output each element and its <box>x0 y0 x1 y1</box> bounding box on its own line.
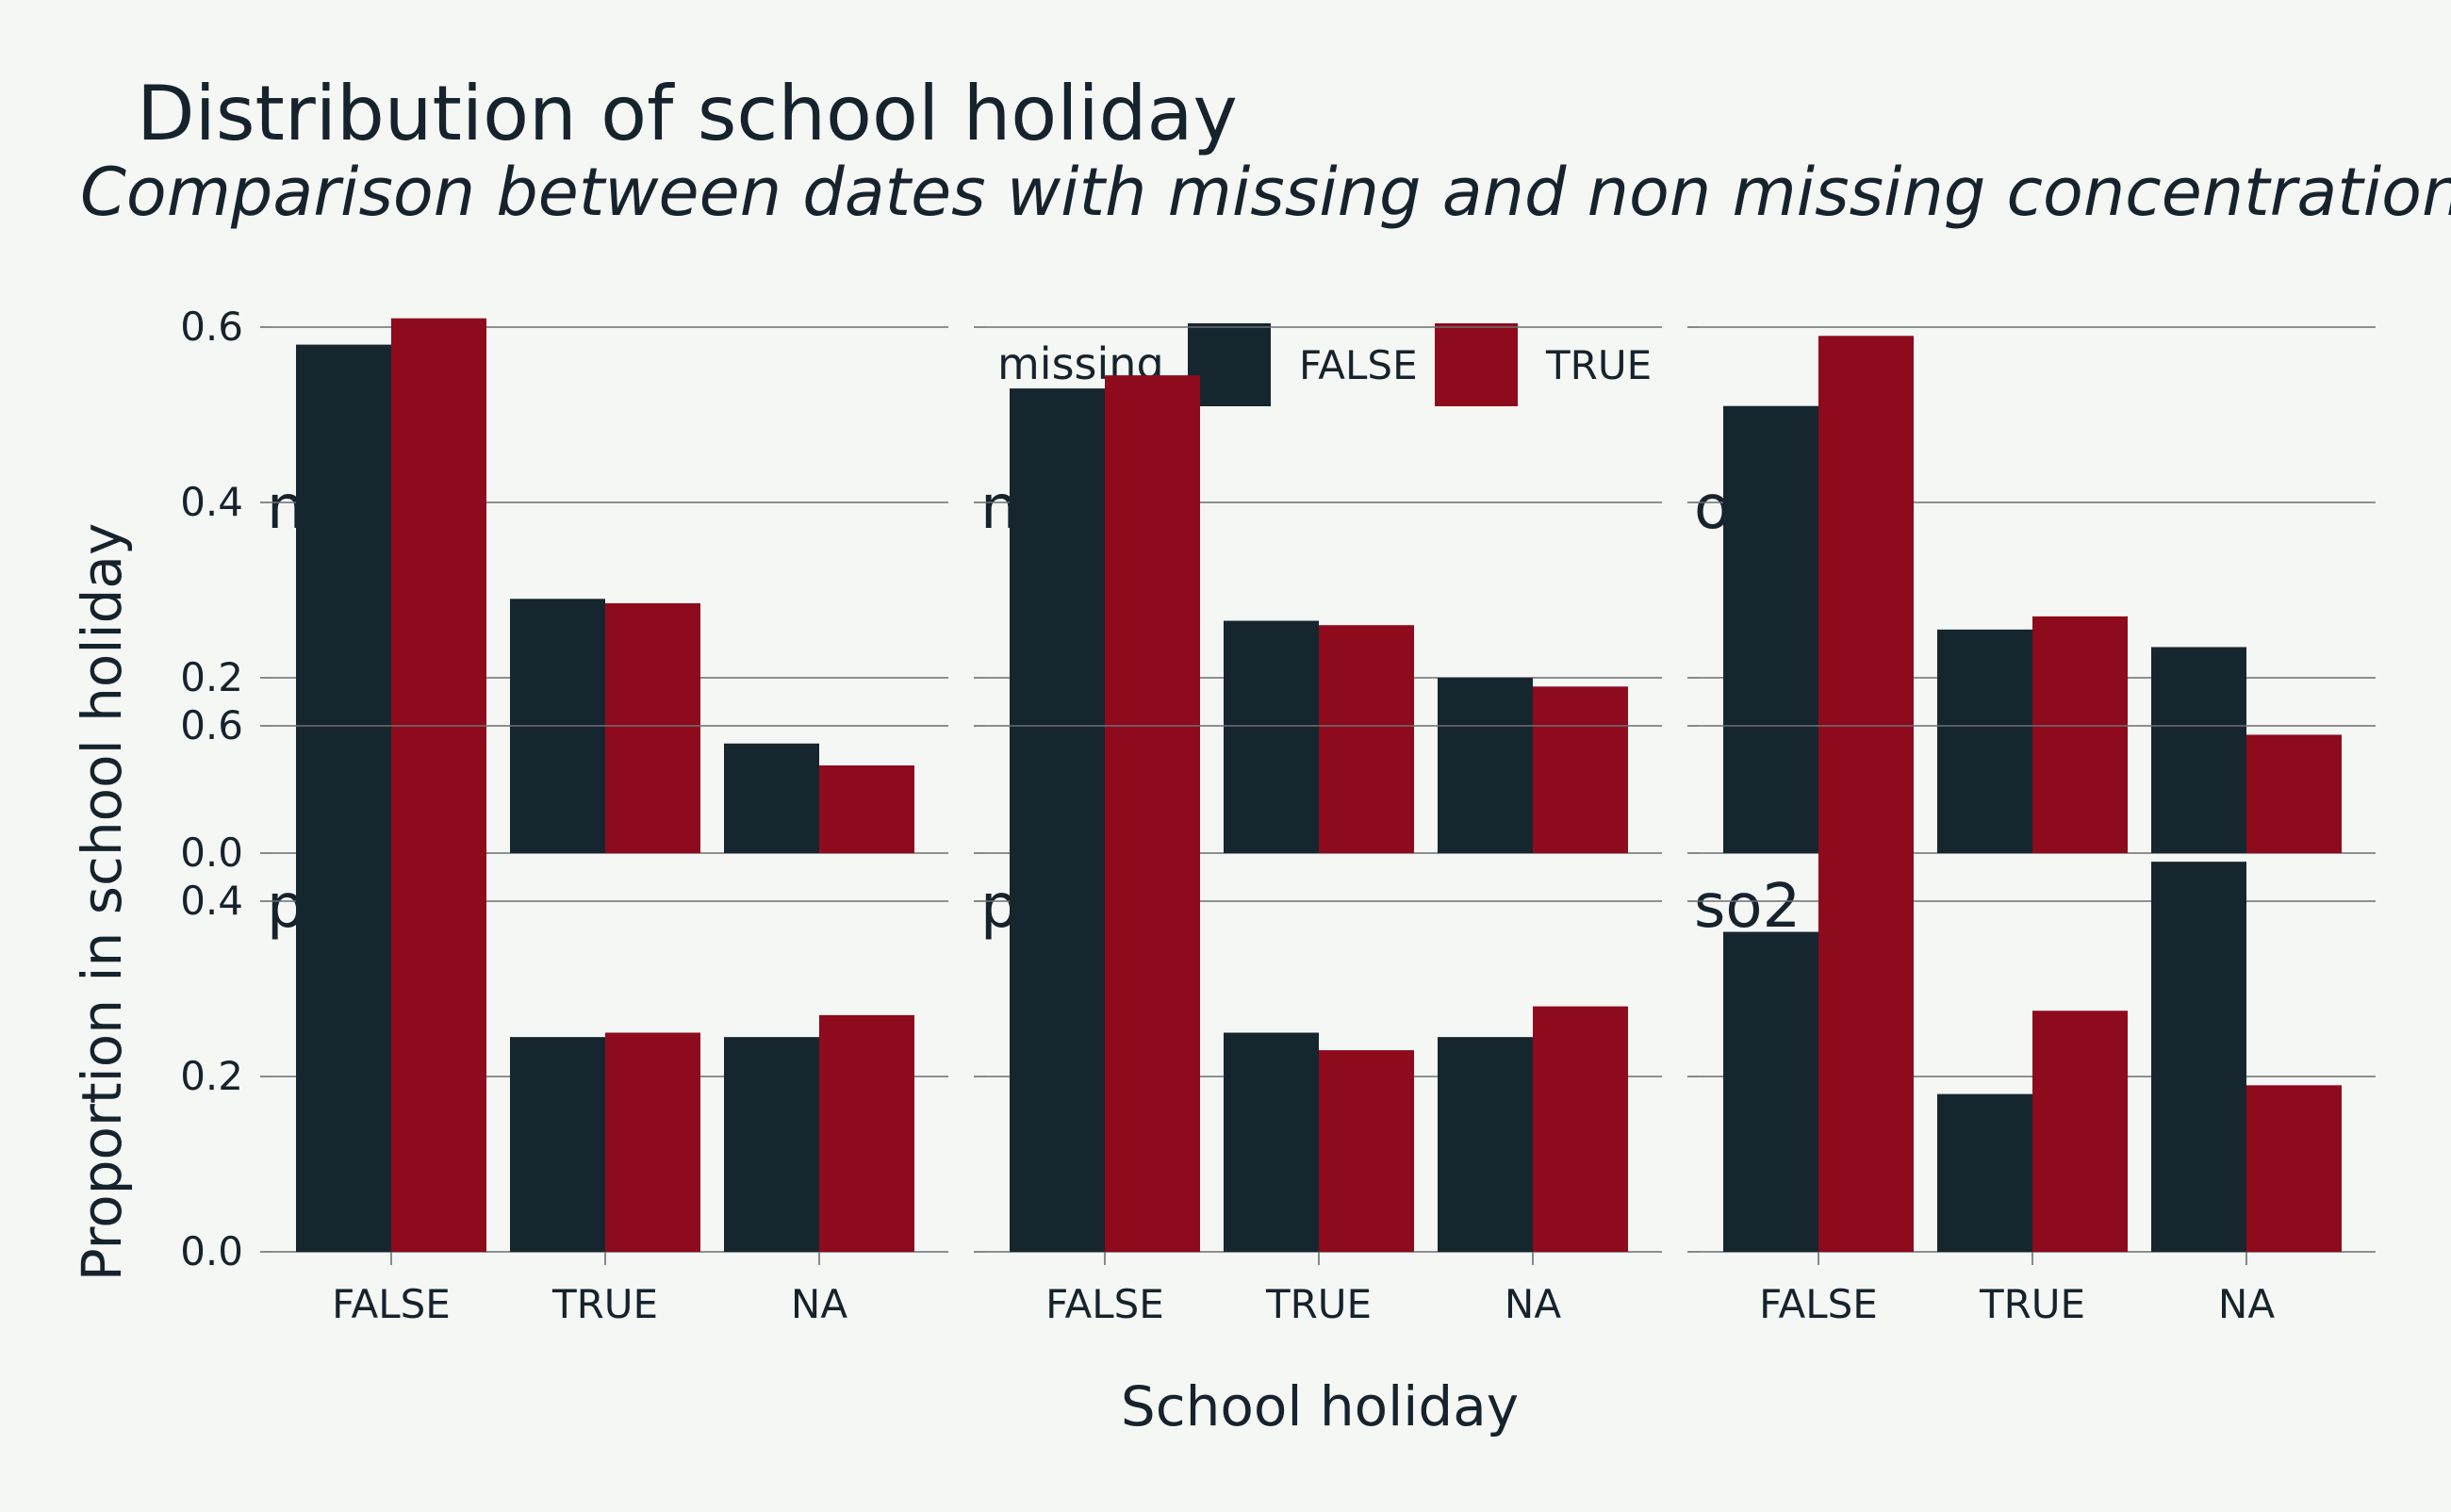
y-tick-label: 0.0 <box>180 830 243 876</box>
bar-pm10-true-true <box>605 1032 700 1252</box>
bar-so2-false-true <box>1818 787 1914 1252</box>
facet-panel-pm2-5: pm2.5FALSETRUENA <box>974 725 1662 1327</box>
legend-label-false: FALSE <box>1299 342 1418 388</box>
legend-swatch-false <box>1188 323 1271 406</box>
bar-no-false-false <box>296 344 391 854</box>
bar-pm2-5-true-true <box>1319 1050 1414 1252</box>
x-tick-label: TRUE <box>551 1281 658 1327</box>
bar-so2-false-false <box>1723 931 1818 1252</box>
bar-no-true-true <box>605 602 700 853</box>
bar-no-na-false <box>724 743 819 853</box>
y-tick-label: 0.0 <box>180 1228 243 1274</box>
bar-o3-false-false <box>1723 405 1818 853</box>
x-tick-label: FALSE <box>1759 1281 1878 1327</box>
facet-label: so2 <box>1694 872 1801 942</box>
legend: missing FALSE TRUE <box>997 323 1652 406</box>
bar-o3-true-false <box>1937 629 2032 853</box>
bar-pm10-false-true <box>391 839 486 1252</box>
bar-pm2-5-false-true <box>1105 830 1200 1252</box>
bar-so2-na-true <box>2246 1085 2342 1252</box>
bar-no2-false-false <box>1010 388 1105 853</box>
bar-o3-false-true <box>1818 336 1914 853</box>
x-tick-label: NA <box>2218 1281 2275 1327</box>
bar-so2-true-true <box>2032 1011 2128 1252</box>
bar-pm2-5-true-false <box>1224 1032 1319 1252</box>
y-tick-label: 0.6 <box>180 702 243 748</box>
y-tick-label: 0.6 <box>180 304 243 350</box>
bar-no2-false-true <box>1105 375 1200 853</box>
y-tick-label: 0.2 <box>180 654 243 700</box>
bar-pm10-false-false <box>296 817 391 1252</box>
x-tick-label: NA <box>791 1281 847 1327</box>
bar-so2-na-false <box>2151 862 2246 1252</box>
facet-panel-so2: so2 FALSE TRUE NA <box>1687 725 2376 1327</box>
legend-swatch-true <box>1435 323 1518 406</box>
x-tick-label: TRUE <box>1979 1281 2085 1327</box>
facet-panels: no0.00.20.40.6no2o3pm100.00.20.40.6FALSE… <box>180 304 2376 1327</box>
bar-pm10-na-true <box>819 1014 914 1252</box>
bar-pm10-na-false <box>724 1037 819 1252</box>
x-axis-title: School holiday <box>1121 1374 1519 1438</box>
x-tick-label: NA <box>1505 1281 1561 1327</box>
bar-so2-true-false <box>1937 1093 2032 1252</box>
bar-pm2-5-false-false <box>1010 817 1105 1252</box>
y-tick-label: 0.2 <box>180 1053 243 1099</box>
facet-panel-o3: o3 <box>1687 326 2376 854</box>
bar-pm2-5-na-false <box>1438 1037 1533 1252</box>
bar-o3-true-true <box>2032 616 2128 853</box>
chart-title: Distribution of school holiday <box>137 70 1238 157</box>
legend-label-true: TRUE <box>1545 342 1652 388</box>
bar-pm10-true-false <box>510 1037 605 1252</box>
bar-no2-na-false <box>1438 678 1533 853</box>
bar-pm2-5-na-true <box>1533 1006 1628 1252</box>
x-tick-label: FALSE <box>1045 1281 1164 1327</box>
x-tick-label: FALSE <box>332 1281 451 1327</box>
bar-no2-true-true <box>1319 625 1414 853</box>
bar-no2-true-false <box>1224 620 1319 853</box>
y-axis-title: Proportion in school holiday <box>70 523 134 1282</box>
bar-no-na-true <box>819 765 914 853</box>
x-tick-label: TRUE <box>1265 1281 1372 1327</box>
facet-panel-no2: no2 <box>974 326 1662 854</box>
chart-subtitle: Comparison between dates with missing an… <box>80 154 2451 231</box>
facet-panel-no: no0.00.20.40.6 <box>180 304 948 876</box>
bar-o3-na-true <box>2246 734 2342 853</box>
bar-o3-na-false <box>2151 647 2246 853</box>
y-tick-label: 0.4 <box>180 878 243 924</box>
y-tick-label: 0.4 <box>180 479 243 525</box>
bar-no-false-true <box>391 318 486 853</box>
bar-no2-na-true <box>1533 686 1628 853</box>
